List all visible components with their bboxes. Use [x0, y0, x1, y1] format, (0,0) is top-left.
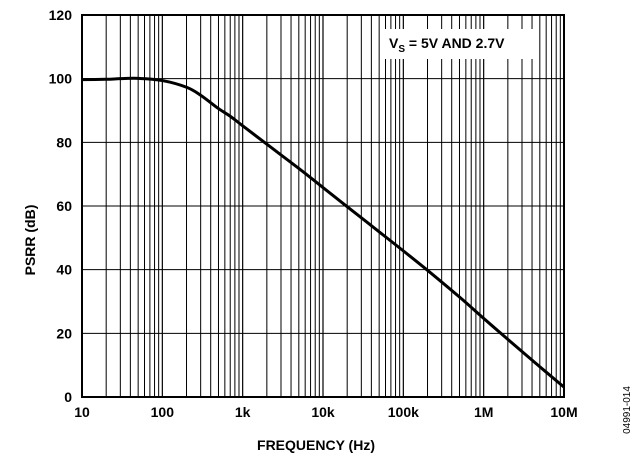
- annotation-main: V: [389, 35, 399, 51]
- annotation-rest: = 5V AND 2.7V: [405, 35, 505, 51]
- plot-border: [81, 14, 565, 398]
- psrr-curve: [81, 76, 565, 389]
- x-tick-label: 100k: [388, 404, 419, 420]
- y-tick-label: 80: [56, 134, 72, 150]
- x-tick-label: 100: [151, 404, 175, 420]
- annotation-subscript: S: [398, 44, 405, 55]
- series-group: [81, 76, 565, 389]
- plot-frame: [81, 14, 565, 398]
- y-tick-label: 0: [64, 389, 72, 405]
- y-tick-label: 100: [49, 71, 73, 87]
- x-tick-label: 10M: [550, 404, 577, 420]
- y-axis-label: PSRR (dB): [22, 205, 38, 276]
- x-axis-label: FREQUENCY (Hz): [257, 437, 375, 453]
- figure-code: 04991-014: [622, 386, 633, 434]
- y-tick-label: 120: [49, 7, 73, 23]
- y-tick-label: 40: [56, 262, 72, 278]
- x-tick-label: 10k: [311, 404, 335, 420]
- grid: [81, 14, 564, 398]
- x-tick-label: 1M: [474, 404, 493, 420]
- x-tick-label: 1k: [235, 404, 251, 420]
- tick-labels: 10 100 1k 10k 100k 1M 10M 0 20 40 60 80 100 120: [49, 7, 578, 420]
- annotation-text: VS = 5V AND 2.7V: [389, 35, 505, 55]
- y-tick-label: 60: [56, 198, 72, 214]
- x-tick-label: 10: [74, 404, 90, 420]
- y-tick-label: 20: [56, 325, 72, 341]
- annotation-background: [383, 29, 535, 59]
